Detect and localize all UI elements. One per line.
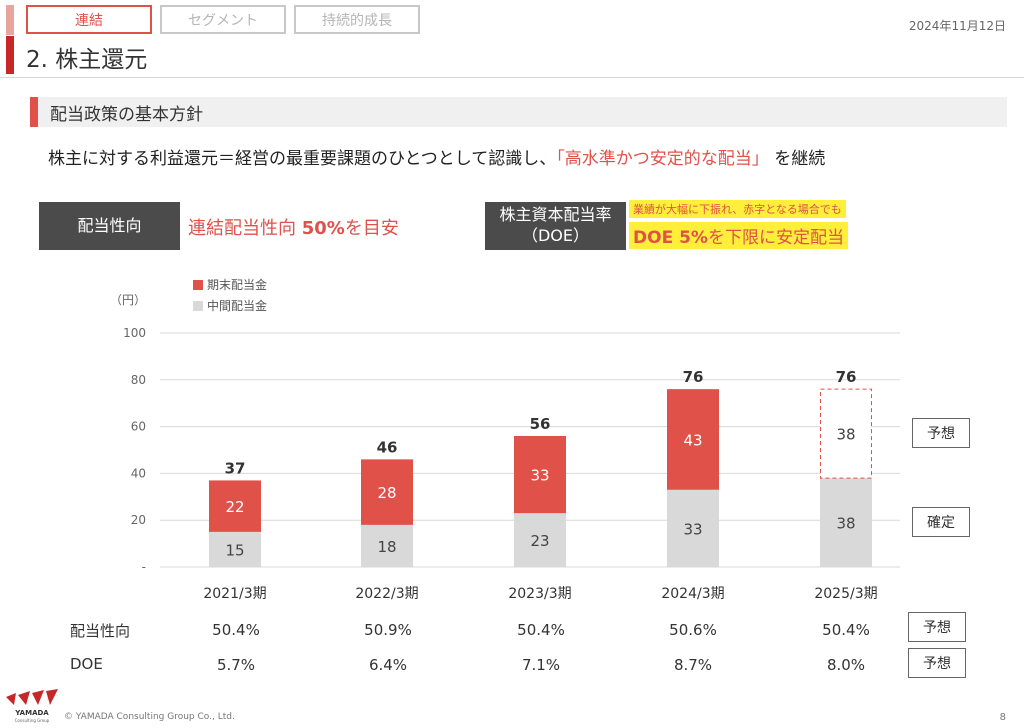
legend-label-final: 期末配当金 xyxy=(207,277,267,292)
payout-policy-bold: 50% xyxy=(301,218,345,239)
page-number: 8 xyxy=(999,712,1006,723)
y-tick-label: 20 xyxy=(131,513,146,527)
doe-value: 8.0% xyxy=(826,656,866,674)
final-value-label: 38 xyxy=(836,426,855,444)
interim-dividend-bar xyxy=(361,524,413,567)
doe-policy-note: 業績が大幅に下振れ、赤字となる場合でも xyxy=(629,200,846,218)
section-heading: 配当政策の基本方針 xyxy=(30,97,1007,127)
dividend-chart: - 20 40 60 80 100 （円） 15 22 37 2021/3期 18 28 46 2022/3… xyxy=(110,277,900,602)
interim-value-label: 23 xyxy=(530,532,549,550)
tab-bar: 連結 セグメント 持続的成長 xyxy=(26,5,420,34)
doe-policy-post: を下限に安定配当 xyxy=(707,228,844,248)
final-dividend-bar xyxy=(361,459,413,525)
payout-policy-pre: 連結配当性向 xyxy=(188,218,296,239)
payout-policy-post: を目安 xyxy=(344,218,399,239)
legend-label-interim: 中間配当金 xyxy=(207,298,267,313)
y-unit-label: （円） xyxy=(110,293,146,307)
total-value-label: 46 xyxy=(377,438,398,456)
category-label: 2022/3期 xyxy=(355,586,418,602)
interim-dividend-bar xyxy=(667,489,719,567)
payout-value: 50.6% xyxy=(669,621,717,639)
y-tick-label: 80 xyxy=(131,373,146,387)
final-value-label: 28 xyxy=(377,484,396,502)
page-title: 2. 株主還元 xyxy=(26,47,148,73)
total-value-label: 76 xyxy=(683,368,704,386)
y-tick-label: 100 xyxy=(123,326,146,340)
final-dividend-bar xyxy=(667,389,719,490)
presentation-date: 2024年11月12日 xyxy=(908,19,1006,33)
total-value-label: 56 xyxy=(530,415,551,433)
tab-segment[interactable]: セグメント xyxy=(160,5,286,34)
logo-text-sub: Consulting Group xyxy=(15,718,50,723)
doe-label-box: 株主資本配当率 （DOE） xyxy=(485,202,626,250)
payout-value: 50.4% xyxy=(822,621,870,639)
payout-value: 50.4% xyxy=(212,621,260,639)
legend-swatch-final xyxy=(193,280,203,290)
final-value-label: 43 xyxy=(683,431,702,449)
payout-ratio-label: 配当性向 xyxy=(77,215,142,235)
doe-value: 6.4% xyxy=(368,656,408,674)
company-logo: YAMADA Consulting Group xyxy=(6,689,58,723)
lead-after: を継続 xyxy=(774,149,826,169)
final-dividend-bar xyxy=(209,480,261,532)
row-label-payout: 配当性向 xyxy=(70,622,131,640)
confirmed-tag-chart: 確定 xyxy=(912,507,970,537)
payout-ratio-label-box: 配当性向 xyxy=(39,202,180,250)
doe-value: 7.1% xyxy=(521,656,561,674)
y-tick-label: - xyxy=(142,560,146,574)
lead-sentence: 株主に対する利益還元＝経営の最重要課題のひとつとして認識し、「高水準かつ安定的な… xyxy=(48,144,825,169)
tab-sustainable-growth[interactable]: 持続的成長 xyxy=(294,5,420,34)
header-accent-bottom xyxy=(6,36,14,74)
interim-value-label: 33 xyxy=(683,520,702,538)
title-divider xyxy=(0,77,1024,78)
doe-label-line1: 株主資本配当率 xyxy=(499,205,612,225)
payout-value: 50.9% xyxy=(364,621,412,639)
doe-policy: DOE 5%を下限に安定配当 xyxy=(629,222,848,249)
category-label: 2021/3期 xyxy=(203,586,266,602)
final-dividend-forecast-bar xyxy=(820,388,872,479)
interim-value-label: 38 xyxy=(836,515,855,533)
category-label: 2025/3期 xyxy=(814,586,877,602)
logo-text-main: YAMADA xyxy=(14,709,49,717)
copyright: © YAMADA Consulting Group Co., Ltd. xyxy=(64,712,235,722)
category-label: 2024/3期 xyxy=(661,586,724,602)
lead-highlight: 「高水準かつ安定的な配当」 xyxy=(556,149,769,169)
interim-value-label: 18 xyxy=(377,538,396,556)
y-tick-label: 40 xyxy=(131,466,146,480)
payout-value: 50.4% xyxy=(517,621,565,639)
forecast-tag-doe: 予想 xyxy=(908,648,966,678)
total-value-label: 37 xyxy=(225,459,246,477)
interim-dividend-bar xyxy=(209,531,261,567)
row-label-doe: DOE xyxy=(70,655,103,673)
doe-value: 5.7% xyxy=(216,656,256,674)
doe-label-line2: （DOE） xyxy=(521,226,590,245)
legend-swatch-interim xyxy=(193,301,203,311)
doe-policy-bold: DOE 5% xyxy=(633,228,708,248)
final-value-label: 33 xyxy=(530,467,549,485)
section-marker xyxy=(30,97,38,127)
forecast-tag-chart: 予想 xyxy=(912,418,970,448)
final-dividend-bar xyxy=(514,435,566,514)
payout-ratio-policy: 連結配当性向 50%を目安 xyxy=(188,214,399,240)
lead-before: 株主に対する利益還元＝経営の最重要課題のひとつとして認識し、 xyxy=(48,149,557,169)
section-title: 配当政策の基本方針 xyxy=(50,104,203,125)
interim-dividend-bar xyxy=(514,513,566,567)
forecast-tag-payout: 予想 xyxy=(908,612,966,642)
header-accent-top xyxy=(6,5,14,35)
y-tick-label: 60 xyxy=(131,420,146,434)
category-label: 2023/3期 xyxy=(508,586,571,602)
interim-value-label: 15 xyxy=(225,541,244,559)
final-value-label: 22 xyxy=(225,498,244,516)
tab-consolidated[interactable]: 連結 xyxy=(26,5,152,34)
total-value-label: 76 xyxy=(836,368,857,386)
interim-dividend-bar xyxy=(820,478,872,567)
doe-value: 8.7% xyxy=(673,656,713,674)
